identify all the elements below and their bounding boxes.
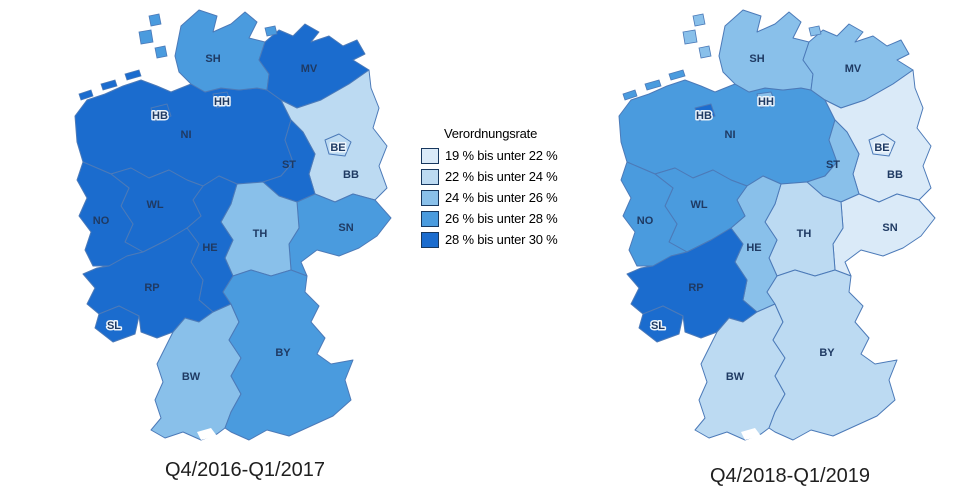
region-label-bw-2018: BW — [726, 371, 745, 383]
legend-item-3: 26 % bis unter 28 % — [418, 208, 618, 229]
map-q4-2018-q1-2019: SH HH MV HB NI BE BB ST SN TH WL NO HE RP SL BW BY — [618, 9, 936, 441]
legend-swatch-0 — [421, 147, 439, 164]
region-label-st-2016: ST — [282, 159, 296, 171]
region-label-no-2018: NO — [637, 215, 654, 227]
island-sh-2-2016 — [154, 45, 168, 59]
region-be-2018 — [868, 133, 896, 157]
region-label-hh-2018: HH — [758, 96, 774, 108]
lake-constance-2018 — [741, 428, 761, 440]
region-label-rp-2016: RP — [144, 282, 159, 294]
region-sh-2016 — [174, 9, 270, 93]
region-sl-2016 — [94, 305, 140, 343]
region-label-sn-2016: SN — [338, 222, 353, 234]
region-label-st-2018: ST — [826, 159, 840, 171]
island-ni-4-2018 — [622, 89, 638, 101]
island-sh-1-2018 — [682, 29, 698, 45]
island-ni-5-2018 — [644, 79, 662, 91]
region-by-2016 — [222, 269, 354, 441]
region-label-no-2016: NO — [93, 215, 110, 227]
region-label-bb-2016: BB — [343, 169, 359, 181]
region-sn-2018 — [832, 193, 936, 277]
legend-label-0: 19 % bis unter 22 % — [445, 148, 558, 163]
region-sl-2018 — [638, 305, 684, 343]
region-label-ni-2018: NI — [725, 129, 736, 141]
region-by-2018 — [766, 269, 898, 441]
region-label-mv-2016: MV — [301, 63, 318, 75]
region-label-mv-2018: MV — [845, 63, 862, 75]
region-hb-2018 — [694, 103, 716, 122]
legend-swatch-3 — [421, 210, 439, 227]
region-label-by-2016: BY — [275, 347, 291, 359]
island-sh-3-2018 — [808, 25, 822, 37]
island-sh-0-2016 — [148, 13, 162, 27]
region-label-hb-2018: HB — [696, 110, 712, 122]
island-sh-2-2018 — [698, 45, 712, 59]
region-mv-2016 — [258, 23, 370, 109]
region-label-sh-2016: SH — [205, 53, 220, 65]
region-label-he-2016: HE — [202, 242, 217, 254]
island-sh-1-2016 — [138, 29, 154, 45]
legend-title: Verordnungsrate — [444, 126, 538, 141]
legend-label-1: 22 % bis unter 24 % — [445, 169, 558, 184]
region-label-th-2016: TH — [253, 228, 268, 240]
region-label-sn-2018: SN — [882, 222, 897, 234]
region-label-bb-2018: BB — [887, 169, 903, 181]
legend-item-1: 22 % bis unter 24 % — [418, 166, 618, 187]
island-sh-3-2016 — [264, 25, 278, 37]
region-sh-2018 — [718, 9, 814, 93]
region-label-wl-2016: WL — [146, 199, 163, 211]
island-ni-5-2016 — [100, 79, 118, 91]
map-q4-2016-q1-2017: SH HH MV HB NI BE BB ST SN TH WL NO HE RP SL BW BY — [74, 9, 392, 441]
island-ni-6-2016 — [124, 69, 142, 81]
region-label-be-2016: BE — [330, 142, 345, 154]
legend-swatch-4 — [421, 231, 439, 248]
region-label-he-2018: HE — [746, 242, 761, 254]
region-rp-2018 — [626, 227, 758, 339]
island-sh-0-2018 — [692, 13, 706, 27]
region-label-wl-2018: WL — [690, 199, 707, 211]
region-label-hh-2016: HH — [214, 96, 230, 108]
caption-left-map: Q4/2016-Q1/2017 — [164, 459, 326, 481]
island-ni-4-2016 — [78, 89, 94, 101]
region-label-bw-2016: BW — [182, 371, 201, 383]
legend-item-4: 28 % bis unter 30 % — [418, 229, 618, 250]
region-label-th-2018: TH — [797, 228, 812, 240]
legend-label-2: 24 % bis unter 26 % — [445, 190, 558, 205]
legend-label-3: 26 % bis unter 28 % — [445, 211, 558, 226]
region-hh-2016 — [212, 91, 232, 109]
region-label-sh-2018: SH — [749, 53, 764, 65]
region-label-rp-2018: RP — [688, 282, 703, 294]
island-ni-6-2018 — [668, 69, 686, 81]
region-hh-2018 — [756, 91, 776, 109]
region-label-by-2018: BY — [819, 347, 835, 359]
region-be-2016 — [324, 133, 352, 157]
region-label-be-2018: BE — [874, 142, 889, 154]
region-mv-2018 — [802, 23, 914, 109]
region-label-sl-2016: SL — [107, 320, 121, 332]
legend-item-2: 24 % bis unter 26 % — [418, 187, 618, 208]
lake-constance-2016 — [197, 428, 217, 440]
region-label-sl-2018: SL — [651, 320, 665, 332]
legend-item-0: 19 % bis unter 22 % — [418, 145, 618, 166]
legend-swatch-2 — [421, 189, 439, 206]
legend-rows: 19 % bis unter 22 % 22 % bis unter 24 % 24… — [418, 145, 618, 250]
region-rp-2016 — [82, 227, 214, 339]
region-label-hb-2016: HB — [152, 110, 168, 122]
region-label-ni-2016: NI — [181, 129, 192, 141]
legend-label-4: 28 % bis unter 30 % — [445, 232, 558, 247]
legend: Verordnungsrate 19 % bis unter 22 % 22 % … — [418, 126, 618, 250]
region-sn-2016 — [288, 193, 392, 277]
region-hb-2016 — [150, 103, 172, 122]
legend-swatch-1 — [421, 168, 439, 185]
caption-right-map: Q4/2018-Q1/2019 — [709, 465, 871, 487]
